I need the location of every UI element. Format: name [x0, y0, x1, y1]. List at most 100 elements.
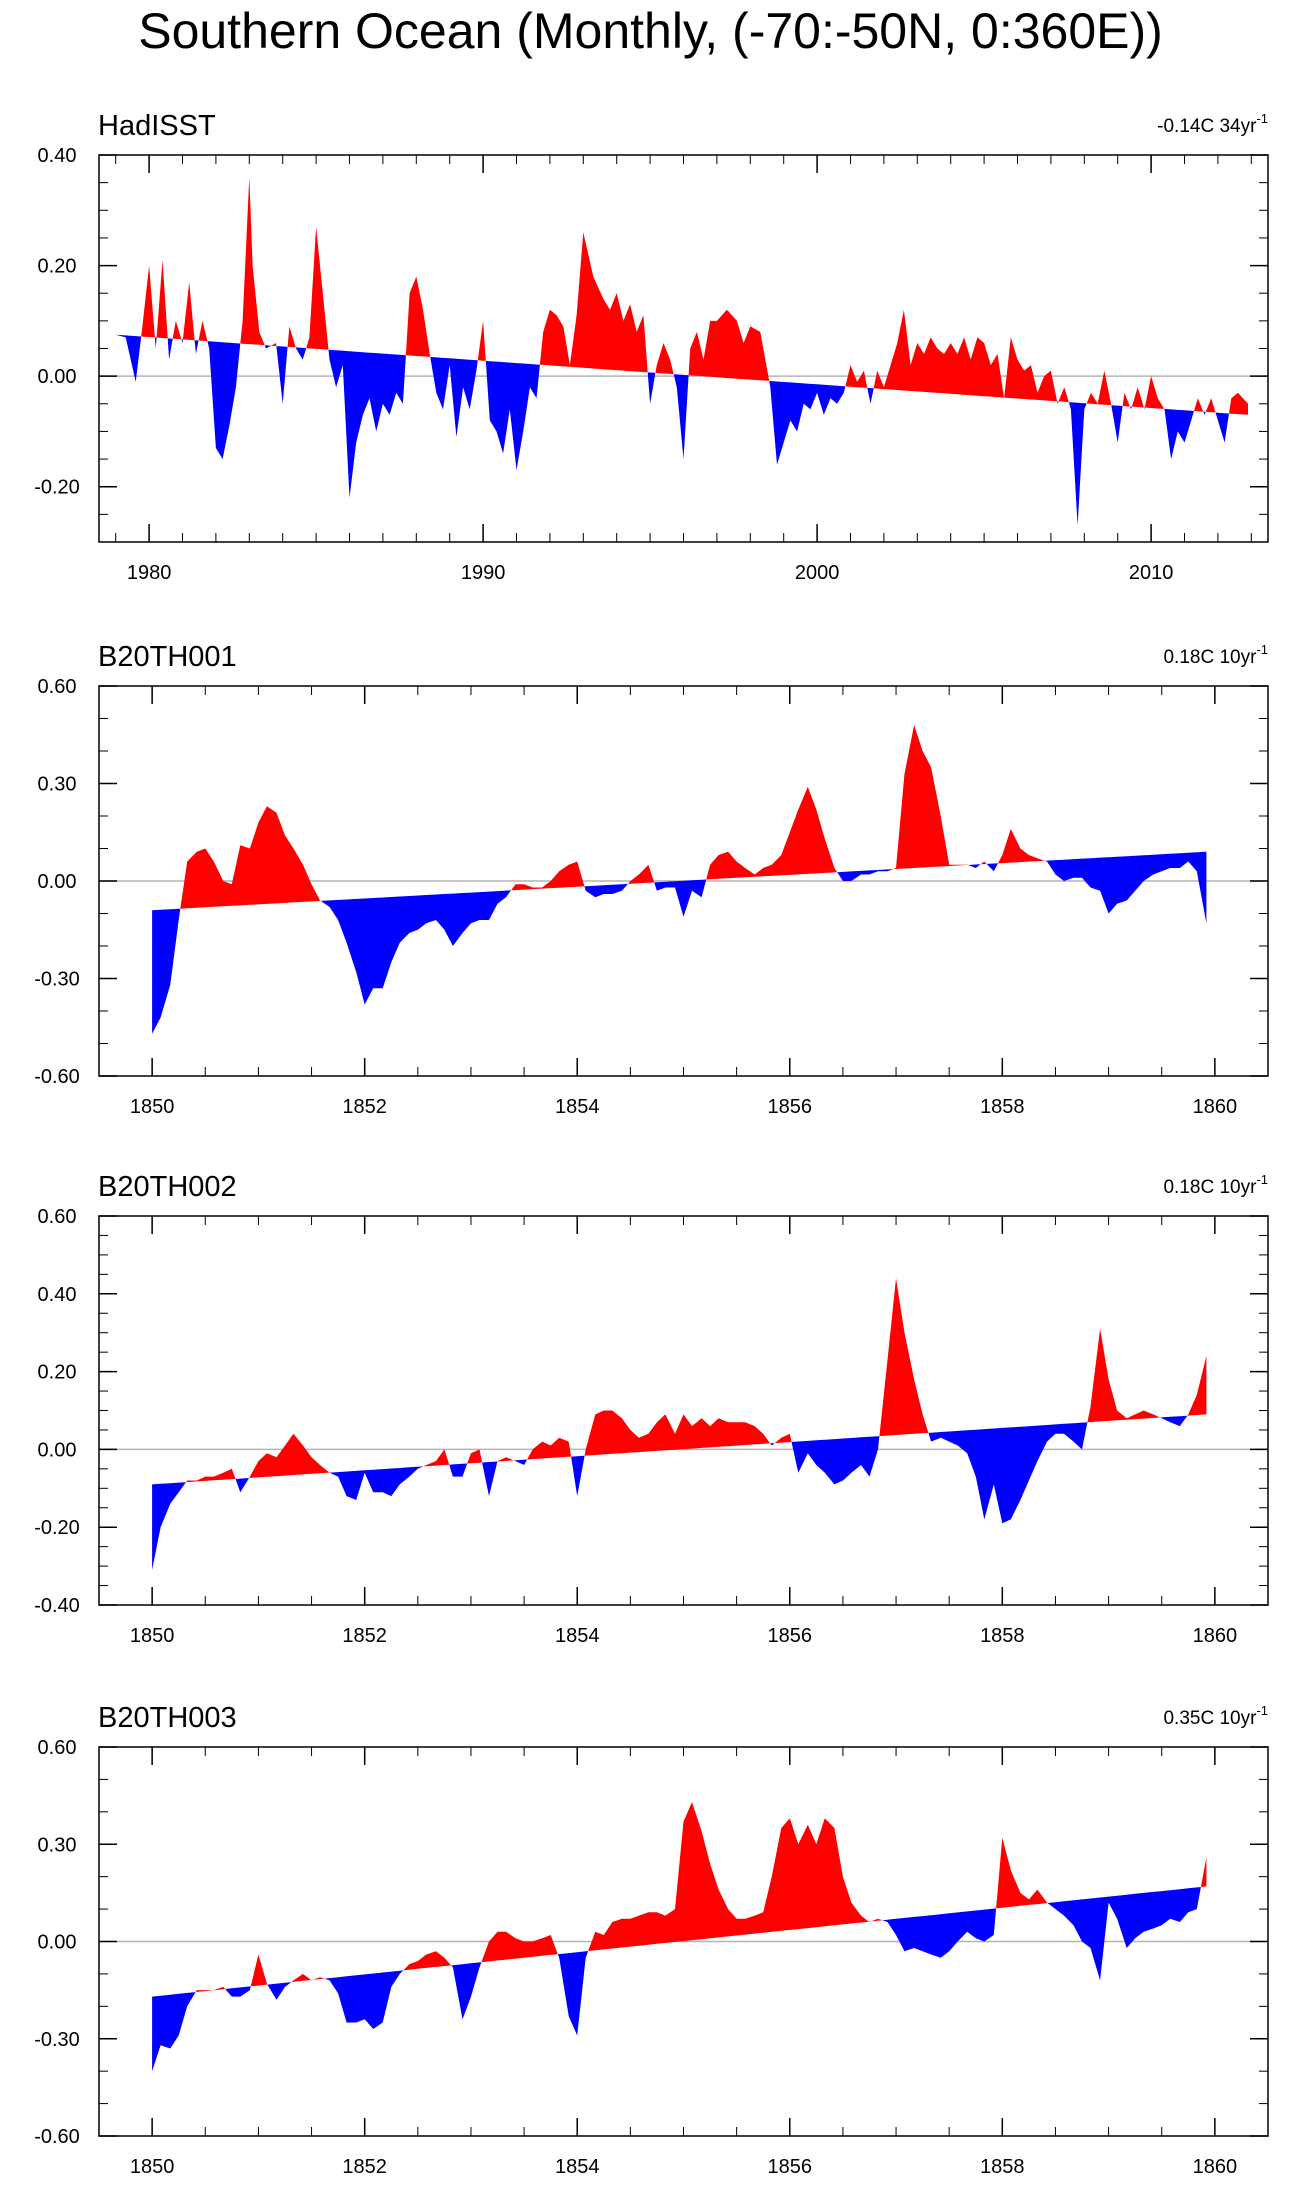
- positive-anomaly-area-18: [879, 1278, 929, 1437]
- negative-anomaly-area-9: [482, 1461, 498, 1497]
- negative-anomaly-area-17: [791, 1436, 880, 1485]
- positive-anomaly-area-22: [477, 320, 486, 361]
- panel-title: B20TH001: [98, 641, 237, 673]
- plot-frame: [98, 154, 1269, 543]
- x-tick-label: 1850: [130, 1096, 175, 1118]
- trend-label: 0.35C 10yr-1: [1163, 1703, 1268, 1729]
- x-tick-label: 1850: [130, 1625, 175, 1647]
- negative-anomaly-area-1: [152, 1482, 186, 1570]
- panel-title: B20TH003: [98, 1702, 237, 1734]
- y-tick-label: 0.30: [38, 1834, 77, 1856]
- chart-panel-1: -0.20 0.00 0.20 0.40 1980 1990 2000 2010 HadISST…: [34, 110, 1269, 584]
- positive-anomaly-area-40: [1122, 392, 1130, 407]
- positive-anomaly-area-2: [186, 1468, 236, 1483]
- negative-anomaly-area-11: [967, 864, 981, 868]
- positive-anomaly-area-10: [893, 725, 968, 870]
- positive-anomaly-area-6: [291, 1973, 311, 1983]
- negative-anomaly-area-9: [194, 340, 199, 354]
- x-tick-label: 1856: [768, 2156, 813, 2178]
- positive-anomaly-area-22: [1187, 1356, 1207, 1416]
- positive-anomaly-area-4: [249, 1433, 330, 1478]
- positive-anomaly-area-10: [497, 1457, 514, 1462]
- positive-anomaly-area-14: [584, 1410, 771, 1456]
- negative-anomaly-area-25: [647, 372, 656, 404]
- negative-anomaly-area-15: [869, 1921, 872, 1922]
- y-tick-label: 0.00: [38, 1439, 77, 1461]
- trend-label: 0.18C 10yr-1: [1163, 642, 1268, 668]
- positive-anomaly-area-46: [1194, 398, 1204, 412]
- positive-anomaly-area-2: [141, 265, 155, 338]
- positive-anomaly-area-24: [539, 232, 648, 373]
- positive-anomaly-area-28: [688, 309, 770, 381]
- positive-anomaly-area-12: [980, 861, 987, 865]
- positive-anomaly-area-10: [198, 320, 208, 342]
- x-tick-label: 1858: [980, 2156, 1025, 2178]
- positive-anomaly-area-10: [403, 1951, 452, 1971]
- negative-anomaly-area-35: [1057, 401, 1059, 404]
- positive-anomaly-area-12: [240, 177, 265, 346]
- positive-anomaly-area-2: [180, 806, 321, 909]
- trend-unit-superscript: -1: [1256, 642, 1268, 657]
- negative-anomaly-area-43: [1143, 407, 1145, 410]
- y-tick-label: 0.60: [38, 1737, 77, 1759]
- negative-anomaly-area-3: [235, 1478, 250, 1493]
- y-tick-label: 0.20: [38, 256, 77, 278]
- negative-anomaly-area-5: [167, 338, 173, 360]
- y-tick-label: -0.20: [34, 477, 80, 499]
- y-tick-label: 0.60: [38, 1206, 77, 1228]
- trend-value: 0.35C 10yr: [1163, 1708, 1257, 1729]
- negative-anomaly-area-3: [320, 890, 512, 1005]
- negative-anomaly-area-39: [1111, 405, 1123, 443]
- negative-anomaly-area-1: [115, 334, 142, 382]
- positive-anomaly-area-48: [1205, 398, 1216, 413]
- negative-anomaly-area-23: [485, 360, 540, 471]
- positive-anomaly-area-38: [1086, 370, 1112, 406]
- trend-value: 0.18C 10yr: [1163, 1177, 1257, 1198]
- page-title: Southern Ocean (Monthly, (-70:-50N, 0:36…: [138, 3, 1163, 59]
- negative-anomaly-area-11: [451, 1962, 482, 2020]
- x-tick-label: 2010: [1129, 562, 1174, 584]
- negative-anomaly-area-5: [329, 1466, 424, 1500]
- y-tick-label: -0.20: [34, 1517, 80, 1539]
- x-tick-label: 1854: [555, 2156, 600, 2178]
- positive-anomaly-area-34: [1004, 337, 1058, 402]
- positive-anomaly-area-8: [467, 1449, 483, 1464]
- positive-anomaly-area-6: [172, 320, 182, 340]
- y-tick-label: -0.60: [34, 2126, 80, 2148]
- positive-anomaly-area-8: [182, 282, 195, 341]
- x-tick-label: 1856: [768, 1625, 813, 1647]
- positive-anomaly-area-14: [998, 829, 1045, 864]
- negative-anomaly-area-21: [1160, 1415, 1188, 1427]
- positive-anomaly-area-42: [1131, 387, 1144, 408]
- positive-anomaly-area-16: [287, 326, 296, 348]
- trend-unit-superscript: -1: [1256, 1172, 1268, 1187]
- negative-anomaly-area-15: [770, 1443, 775, 1446]
- y-tick-label: 0.60: [38, 676, 77, 698]
- negative-anomaly-area-19: [1047, 1887, 1201, 1981]
- negative-anomaly-area-27: [673, 374, 689, 460]
- y-tick-label: 0.20: [38, 1362, 77, 1384]
- trend-unit-superscript: -1: [1256, 1703, 1268, 1718]
- x-tick-label: 1852: [342, 2156, 387, 2178]
- y-tick-label: 0.00: [38, 1932, 77, 1954]
- negative-anomaly-area-29: [769, 380, 846, 465]
- negative-anomaly-area-9: [324, 1970, 404, 2029]
- negative-anomaly-area-5: [267, 1982, 292, 2000]
- positive-anomaly-area-36: [1058, 387, 1069, 403]
- positive-anomaly-area-4: [156, 260, 168, 339]
- x-tick-label: 1860: [1193, 1625, 1238, 1647]
- positive-anomaly-area-4: [250, 1954, 268, 1987]
- positive-anomaly-area-4: [511, 861, 585, 891]
- negative-anomaly-area-19: [328, 349, 406, 498]
- x-tick-label: 1980: [127, 562, 172, 584]
- negative-anomaly-area-13: [986, 863, 998, 872]
- chart-panel-4: -0.60 -0.30 0.00 0.30 0.60 1850 1852 1854 1856 18…: [34, 1702, 1269, 2178]
- negative-anomaly-area-13: [571, 1455, 585, 1497]
- positive-anomaly-area-18: [996, 1837, 1048, 1909]
- negative-anomaly-area-1: [152, 908, 181, 1034]
- x-tick-label: 1854: [555, 1096, 600, 1118]
- negative-anomaly-area-49: [1215, 412, 1229, 443]
- positive-anomaly-area-20: [405, 276, 431, 357]
- positive-anomaly-area-14: [271, 343, 277, 347]
